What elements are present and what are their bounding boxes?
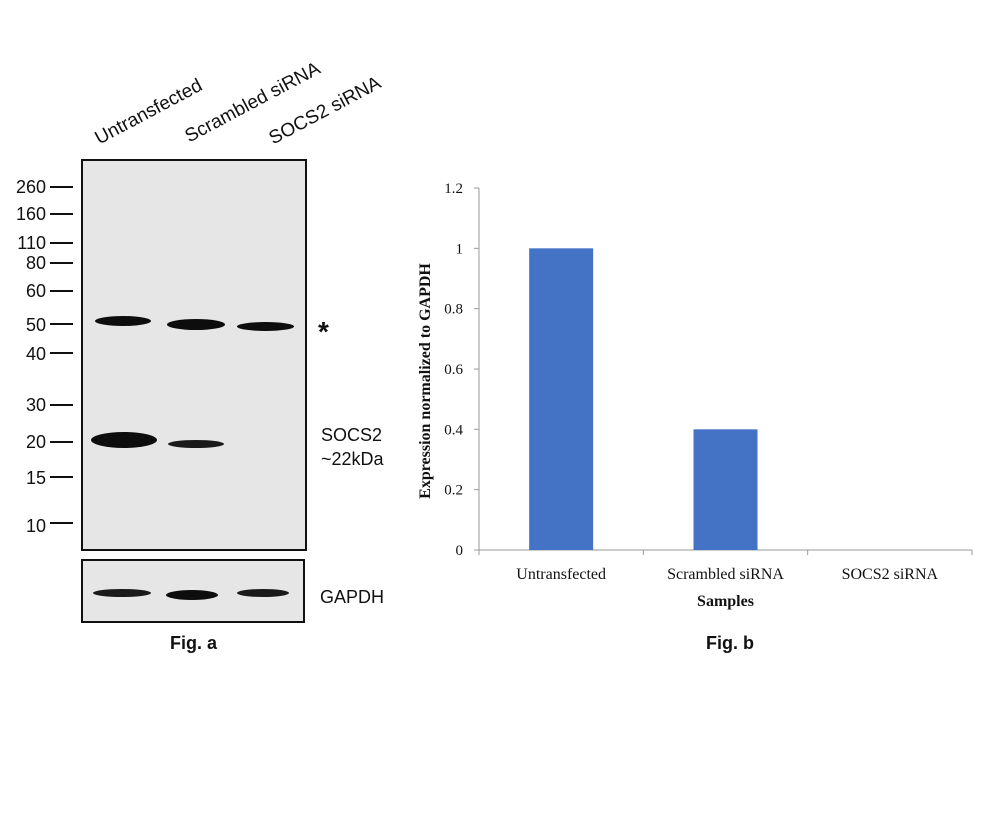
mw-marker-label: 50 [25, 315, 46, 335]
nonspecific-band-lane-2 [167, 319, 225, 330]
mw-marker-label: 30 [25, 395, 46, 415]
mw-marker-tick [50, 323, 73, 325]
mw-marker-tick [50, 186, 73, 188]
y-tick-label: 0.6 [444, 362, 463, 378]
mw-marker-tick [50, 290, 73, 292]
mw-marker-tick [50, 522, 73, 524]
mw-marker-label: 110 [17, 233, 46, 253]
mw-marker-label: 60 [25, 281, 46, 301]
y-tick-label: 0.2 [444, 483, 463, 499]
gapdh-band-lane-2 [166, 590, 218, 600]
gapdh-label: GAPDH [320, 587, 385, 607]
nonspecific-band-lane-3 [237, 322, 294, 331]
y-tick-label: 1.2 [444, 181, 463, 197]
gapdh-blot-panel [81, 559, 305, 623]
gapdh-band-lane-3 [237, 589, 289, 597]
bar-untransfected [529, 248, 594, 550]
chart-canvas: 0 0.2 0.4 0.6 0.8 1 1.2 Untransfected Scrambled … [417, 181, 973, 610]
y-tick-label: 0.8 [444, 302, 463, 318]
asterisk-nonspecific-marker: * [318, 316, 329, 347]
y-axis-title: Expression normalized to GAPDH [417, 263, 434, 499]
socs2-size-label: ~22kDa [321, 449, 384, 469]
mw-marker-label: 10 [25, 516, 46, 536]
mw-marker-tick [50, 476, 73, 478]
mw-marker-tick [50, 213, 73, 215]
mw-marker-tick [50, 242, 73, 244]
x-axis-title: Samples [697, 593, 754, 610]
socs2-band-lane-1 [91, 432, 157, 448]
expression-bar-chart: 0 0.2 0.4 0.6 0.8 1 1.2 Untransfected Scrambled … [400, 170, 990, 620]
x-tick-label: SOCS2 siRNA [842, 566, 939, 583]
mw-marker-label: 160 [15, 204, 46, 224]
x-tick-label: Scrambled siRNA [667, 566, 784, 583]
gapdh-band-lane-1 [93, 589, 151, 597]
mw-marker-tick [50, 262, 73, 264]
mw-marker-tick [50, 441, 73, 443]
y-tick-label: 0 [456, 543, 464, 559]
mw-marker-label: 20 [25, 432, 46, 452]
nonspecific-band-lane-1 [95, 316, 151, 326]
mw-marker-label: 80 [25, 253, 46, 273]
mw-marker-label: 40 [25, 344, 46, 364]
figure-a-caption: Fig. a [170, 633, 218, 653]
socs2-band-lane-2 [168, 440, 224, 448]
mw-marker-tick [50, 404, 73, 406]
y-tick-label: 0.4 [444, 422, 463, 438]
socs2-blot-panel [81, 159, 307, 551]
socs2-target-label: SOCS2 [321, 425, 383, 445]
y-tick-label: 1 [456, 241, 464, 257]
mw-marker-label: 260 [15, 177, 46, 197]
x-tick-label: Untransfected [516, 566, 606, 583]
figure-b-caption: Fig. b [706, 633, 754, 653]
mw-marker-tick [50, 352, 73, 354]
mw-marker-label: 15 [25, 468, 46, 488]
bar-scrambled-sirna [693, 429, 758, 550]
